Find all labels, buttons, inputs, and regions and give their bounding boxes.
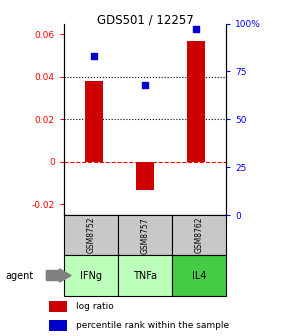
Bar [136, 162, 154, 190]
Text: GSM8757: GSM8757 [140, 217, 150, 254]
Bar [64, 255, 118, 296]
Bar [118, 255, 172, 296]
Text: IFNg: IFNg [80, 270, 102, 281]
Bar [64, 215, 118, 255]
Text: GDS501 / 12257: GDS501 / 12257 [97, 13, 193, 27]
Bar [118, 215, 172, 255]
Bar [49, 320, 67, 331]
Text: log ratio: log ratio [76, 302, 114, 311]
Text: TNFa: TNFa [133, 270, 157, 281]
Text: agent: agent [6, 270, 34, 281]
Bar [172, 255, 226, 296]
Point [193, 27, 198, 32]
Bar [49, 301, 67, 312]
Bar [172, 215, 226, 255]
Bar [85, 81, 103, 162]
Text: IL4: IL4 [192, 270, 206, 281]
Text: GSM8752: GSM8752 [86, 217, 95, 253]
Text: GSM8762: GSM8762 [195, 217, 204, 253]
Bar [187, 41, 205, 162]
Text: percentile rank within the sample: percentile rank within the sample [76, 321, 230, 330]
Point [143, 82, 147, 87]
Point [92, 53, 97, 59]
